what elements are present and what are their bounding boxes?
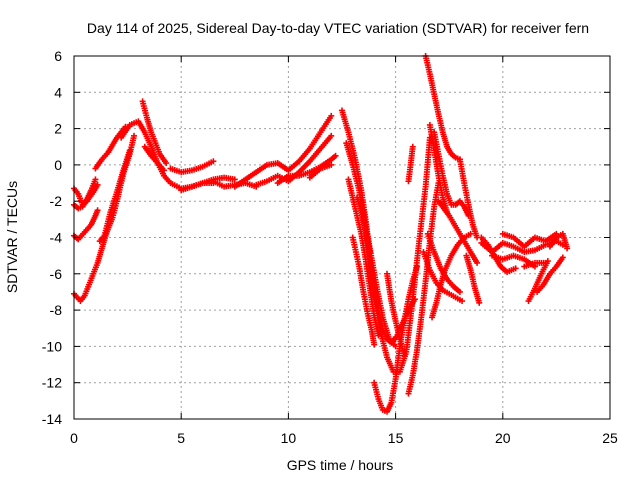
data-point <box>459 298 466 305</box>
chart-title: Day 114 of 2025, Sidereal Day-to-day VTE… <box>87 20 589 36</box>
data-point <box>131 132 138 139</box>
y-tick-label: 4 <box>54 84 62 100</box>
x-tick-label: 10 <box>281 430 297 446</box>
x-tick-label: 5 <box>177 430 185 446</box>
y-tick-label: 0 <box>54 157 62 173</box>
data-points <box>71 53 571 415</box>
y-tick-label: 2 <box>54 121 62 137</box>
data-point <box>332 152 339 159</box>
y-tick-label: -6 <box>50 266 63 282</box>
y-tick-label: -14 <box>42 411 62 427</box>
data-point <box>411 296 418 303</box>
data-point <box>328 112 335 119</box>
grid-lines <box>74 56 610 419</box>
data-point <box>476 299 483 306</box>
y-axis-label: SDTVAR / TECUs <box>4 181 20 293</box>
data-point <box>544 258 551 265</box>
data-point <box>126 147 133 154</box>
y-tick-label: -2 <box>50 193 63 209</box>
data-point <box>328 161 335 168</box>
x-tick-label: 25 <box>602 430 618 446</box>
data-point <box>92 176 99 183</box>
plot-frame <box>73 55 611 420</box>
data-point <box>409 143 416 150</box>
data-point <box>467 230 474 237</box>
data-point <box>163 160 170 167</box>
x-tick-label: 20 <box>495 430 511 446</box>
x-axis-label: GPS time / hours <box>287 457 394 473</box>
data-point <box>401 352 408 359</box>
x-tick-label: 0 <box>70 430 78 446</box>
data-point <box>328 132 335 139</box>
data-point <box>94 181 101 188</box>
y-tick-label: -8 <box>50 302 63 318</box>
x-tick-label: 15 <box>388 430 404 446</box>
data-point <box>231 176 238 183</box>
y-tick-label: -12 <box>42 375 62 391</box>
data-point <box>474 259 481 266</box>
data-point <box>456 288 463 295</box>
data-point <box>210 158 217 165</box>
data-point <box>375 332 382 339</box>
data-point <box>512 265 519 272</box>
data-point <box>414 263 421 270</box>
data-point <box>564 245 571 252</box>
y-tick-label: -10 <box>42 338 62 354</box>
data-point <box>559 254 566 261</box>
data-point <box>94 207 101 214</box>
y-tick-label: -4 <box>50 230 63 246</box>
data-point <box>161 167 168 174</box>
data-point <box>371 341 378 348</box>
y-tick-label: 6 <box>54 48 62 64</box>
